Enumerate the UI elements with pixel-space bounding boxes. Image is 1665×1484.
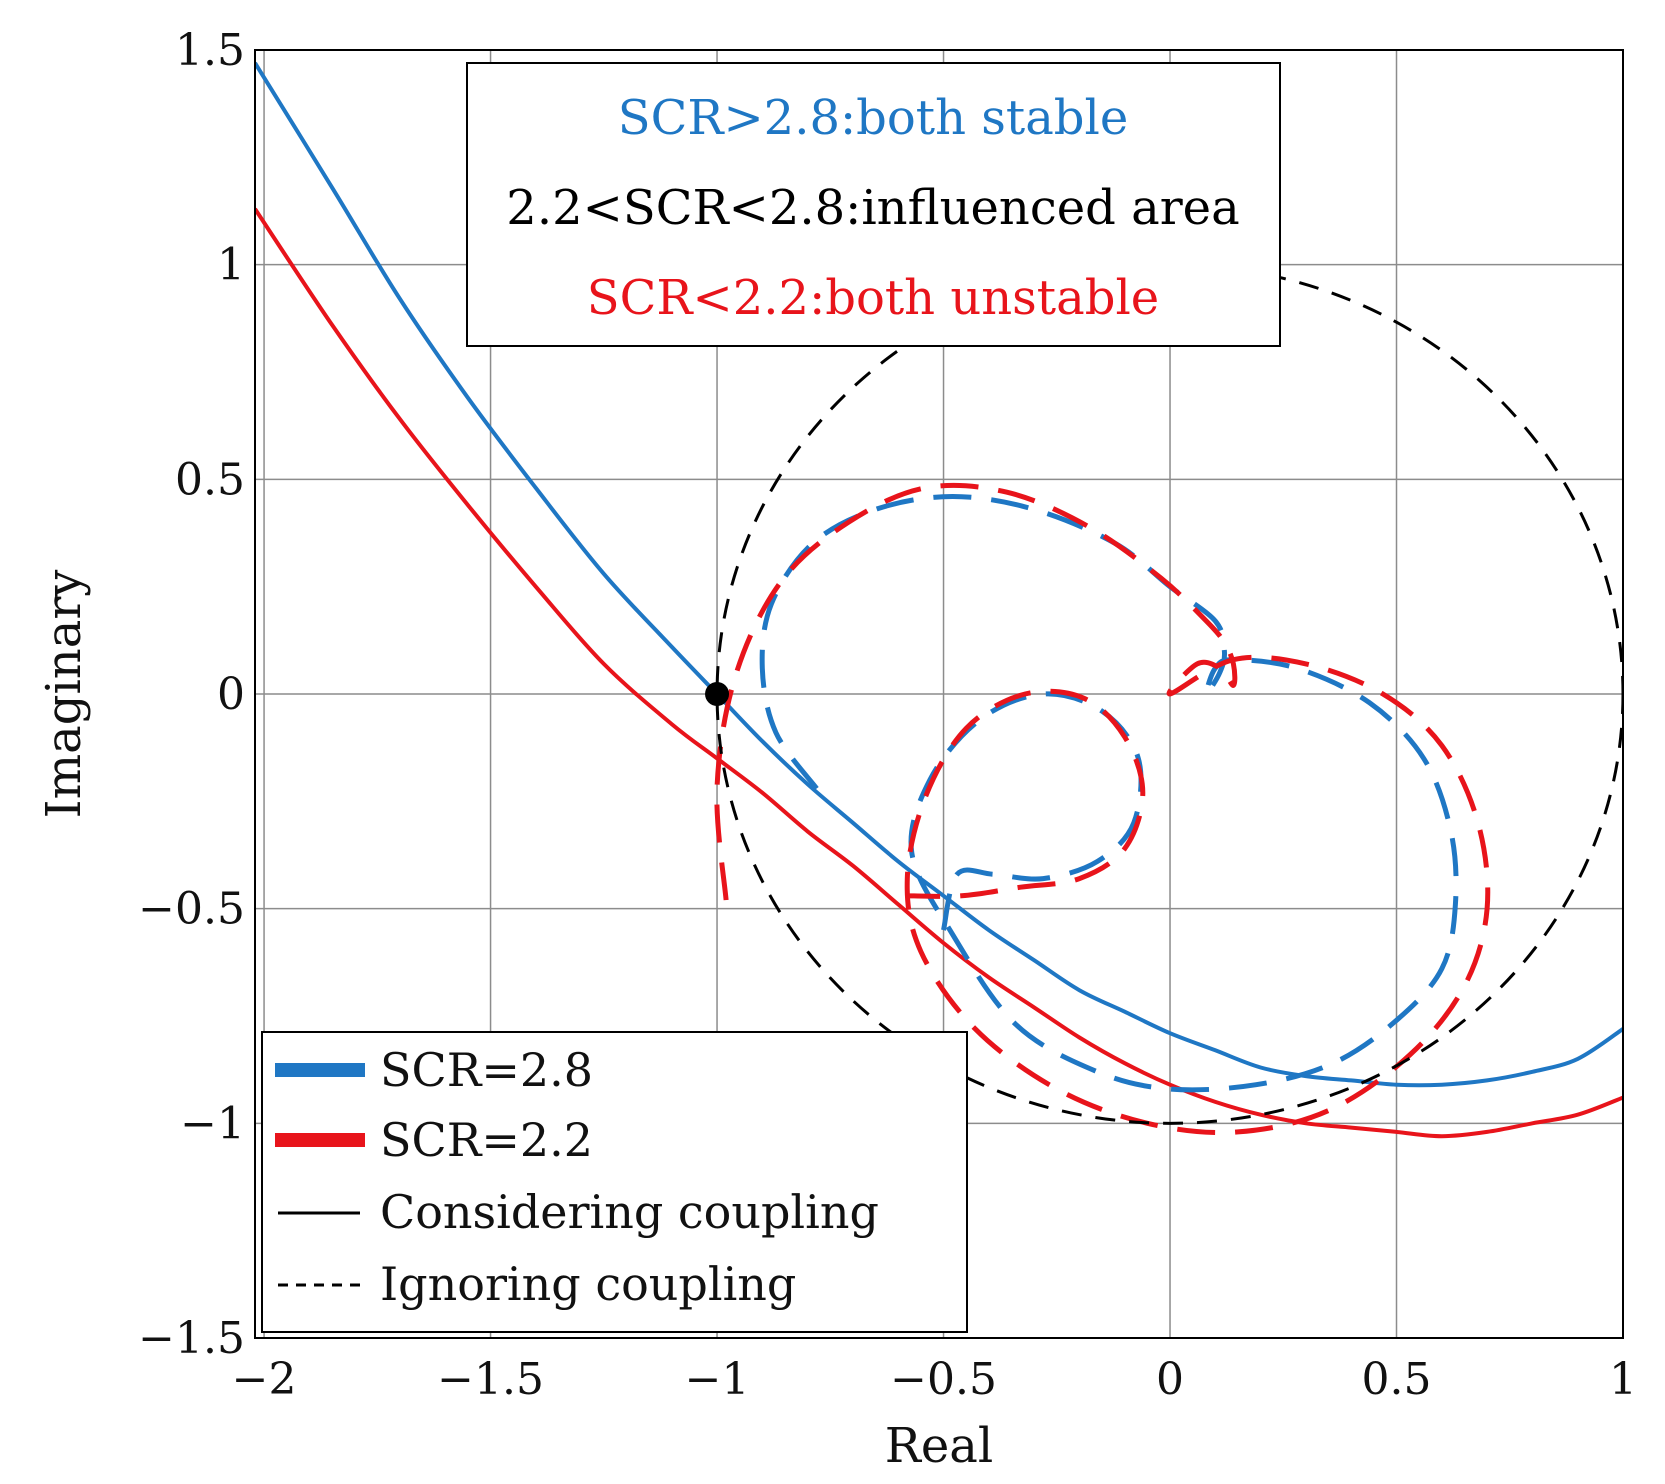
series-3-scr-2-2-ignoring-coupling [714,482,1491,1136]
legend-label-ignoring: Ignoring coupling [380,1257,796,1311]
y-axis-label: Imaginary [36,570,92,819]
legend: SCR=2.8 SCR=2.2 Considering coupling Ign… [261,1031,968,1333]
x-tick-label: −0.5 [890,1354,997,1405]
series-0-scr-2-8-considering-coupling [255,61,1623,1088]
y-tick-labels: −1.5 −1 −0.5 0 0.5 1 1.5 [138,25,245,1364]
y-tick-label: 1.5 [175,25,245,76]
annotation-influenced: 2.2<SCR<2.8:influenced area [506,180,1239,236]
series-1-scr-2-2-considering-coupling [255,207,1623,1139]
annotation-box: SCR>2.8:both stable 2.2<SCR<2.8:influenc… [466,62,1281,347]
x-tick-label: 0 [1156,1354,1184,1405]
y-tick-label: 0 [217,669,245,720]
x-axis-label: Real [885,1418,994,1474]
y-tick-label: −1.5 [138,1313,245,1364]
legend-frame [261,1031,968,1333]
x-tick-label: −2 [232,1354,297,1405]
series-2-scr-2-8-ignoring-coupling [759,494,1459,1093]
x-tick-label: −1 [685,1354,750,1405]
x-tick-label: 0.5 [1362,1354,1432,1405]
x-tick-labels: −2 −1.5 −1 −0.5 0 0.5 1 [232,1354,1637,1405]
legend-label-considering: Considering coupling [380,1185,879,1239]
y-tick-label: −0.5 [138,884,245,935]
legend-label-scr28: SCR=2.8 [380,1043,593,1097]
annotation-frame [466,62,1281,347]
legend-label-scr22: SCR=2.2 [380,1113,593,1167]
x-tick-label: −1.5 [437,1354,544,1405]
annotation-stable: SCR>2.8:both stable [618,90,1129,146]
annotation-unstable: SCR<2.2:both unstable [587,270,1159,326]
y-tick-label: 1 [217,240,245,291]
x-tick-label: 1 [1609,1354,1637,1405]
plot-frame [254,49,1624,1339]
y-tick-label: −1 [180,1098,245,1149]
y-tick-label: 0.5 [175,454,245,505]
critical-point-marker [705,682,730,706]
